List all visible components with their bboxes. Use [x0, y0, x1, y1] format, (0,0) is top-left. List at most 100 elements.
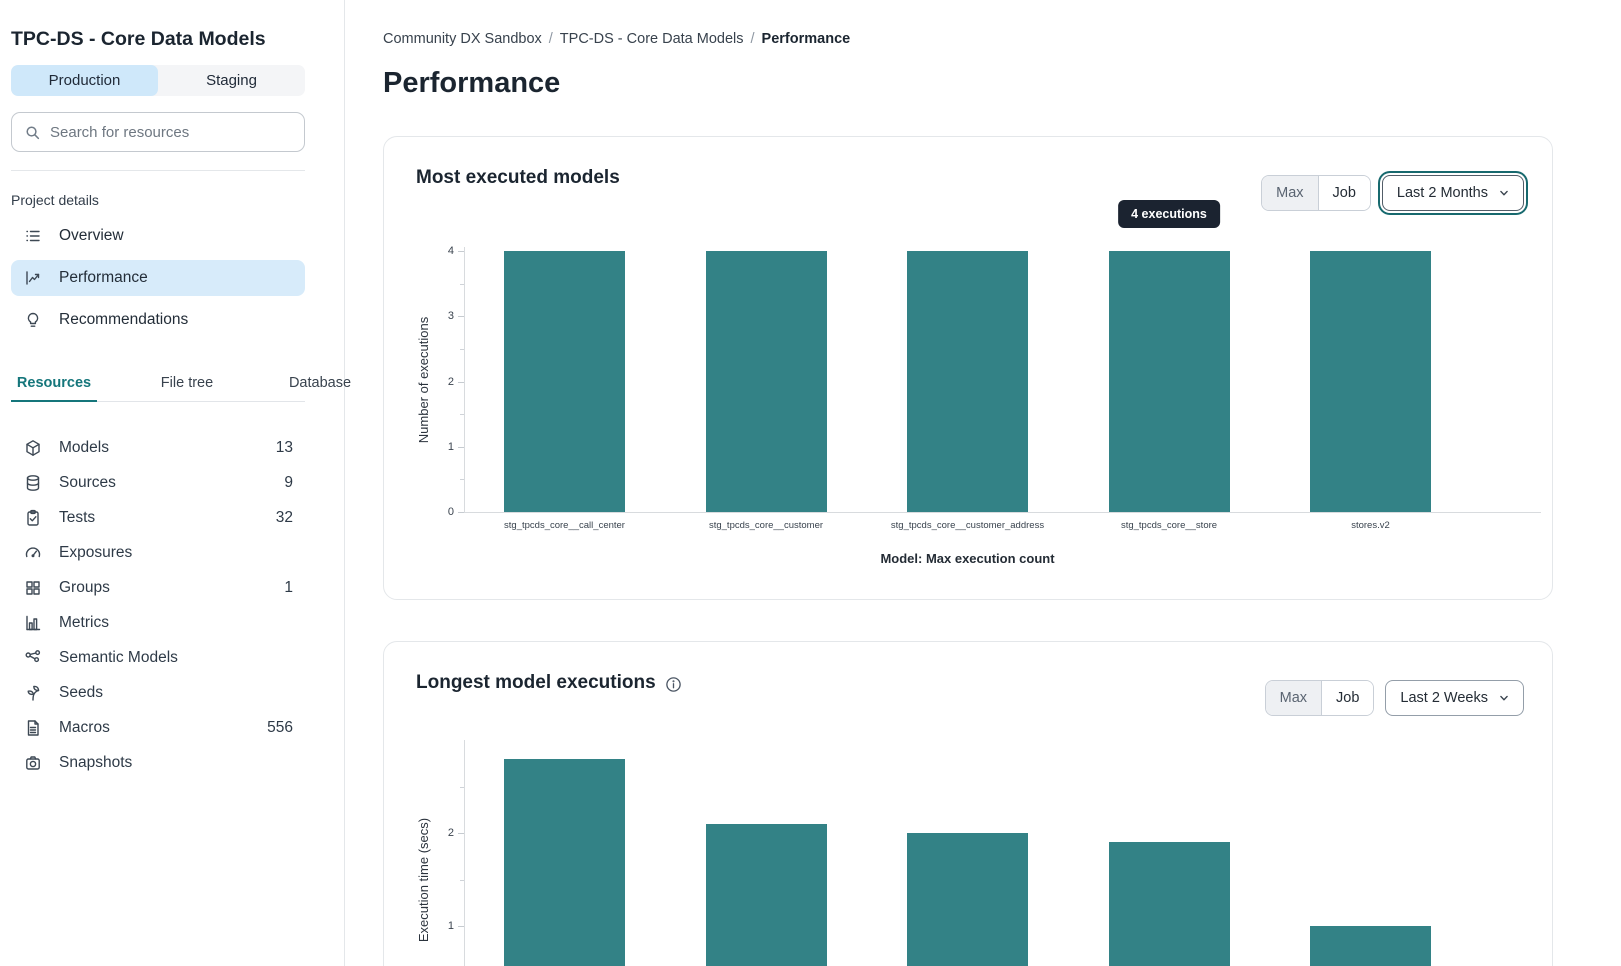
- performance-chart-icon: [24, 269, 42, 287]
- chart-bar[interactable]: [907, 833, 1028, 966]
- resource-label: Semantic Models: [59, 648, 178, 666]
- chart-bar-stg_tpcds_core__store[interactable]: [1108, 251, 1230, 512]
- sidebar-item-overview[interactable]: Overview: [11, 218, 305, 254]
- breadcrumb-separator: /: [548, 31, 553, 47]
- card-controls: Max Job Last 2 Months: [1261, 175, 1524, 211]
- resource-label: Models: [59, 438, 109, 456]
- breadcrumb-item[interactable]: TPC-DS - Core Data Models: [559, 31, 744, 47]
- card-title: Longest model executions: [416, 672, 682, 694]
- chart-bar-stores.v2[interactable]: [1310, 251, 1431, 512]
- y-tick-label: 1: [447, 920, 454, 932]
- y-tick-label: 3: [447, 310, 454, 323]
- card-title-text: Most executed models: [416, 167, 620, 188]
- card-title: Most executed models: [416, 167, 620, 189]
- resource-label: Sources: [59, 473, 116, 491]
- tab-resources[interactable]: Resources: [11, 369, 97, 402]
- x-axis-line: [464, 512, 1541, 513]
- overview-list-icon: [24, 227, 42, 245]
- gauge-icon: [24, 544, 42, 562]
- resource-item-snapshots[interactable]: Snapshots: [11, 750, 305, 775]
- y-tick-label: 4: [447, 245, 454, 257]
- lightbulb-icon: [24, 311, 42, 329]
- env-tab-staging[interactable]: Staging: [158, 65, 305, 96]
- resource-item-metrics[interactable]: Metrics: [11, 610, 305, 635]
- y-axis-line: [464, 740, 465, 966]
- toggle-max-button[interactable]: Max: [1265, 681, 1323, 715]
- breadcrumb-item: Performance: [761, 31, 851, 47]
- y-tick-label: 1: [447, 440, 454, 453]
- chart-bar[interactable]: [504, 758, 625, 966]
- sidebar-item-label: Recommendations: [59, 311, 189, 328]
- resource-label: Groups: [59, 578, 110, 596]
- sidebar: TPC-DS - Core Data Models Production Sta…: [0, 0, 351, 966]
- info-icon[interactable]: [665, 676, 682, 693]
- time-range-dropdown[interactable]: Last 2 Weeks: [1385, 680, 1524, 716]
- resource-item-seeds[interactable]: Seeds: [11, 680, 305, 705]
- chart-bar[interactable]: [1108, 842, 1230, 966]
- most-executed-models-chart: Number of executions 0 1 2 3 4 stg_tpcds_core_…: [384, 137, 1552, 599]
- chart-bar[interactable]: [705, 823, 827, 966]
- resource-item-exposures[interactable]: Exposures: [11, 540, 305, 565]
- resource-item-models[interactable]: Models 13: [11, 435, 305, 460]
- project-details-label: Project details: [11, 192, 99, 208]
- resource-item-macros[interactable]: Macros 556: [11, 715, 305, 740]
- search-box[interactable]: [11, 112, 305, 152]
- search-input[interactable]: [50, 123, 292, 141]
- page-title: Performance: [383, 67, 561, 99]
- y-tick-mark: [458, 833, 464, 834]
- breadcrumb-separator: /: [750, 31, 755, 47]
- chart-bar-stg_tpcds_core__customer_address[interactable]: [907, 251, 1028, 512]
- resource-count: 9: [284, 473, 293, 491]
- database-icon: [24, 474, 42, 492]
- y-tick-label: 0: [447, 506, 454, 518]
- y-minor-tick-mark: [460, 786, 464, 788]
- tab-database[interactable]: Database: [288, 375, 352, 391]
- y-tick-mark: [458, 446, 464, 448]
- resource-label: Exposures: [59, 543, 133, 561]
- resource-list: Models 13 Sources 9 Tests 32 Exposures Groups 1 M…: [11, 435, 305, 775]
- x-category-label: stores.v2: [1351, 520, 1390, 531]
- breadcrumb: Community DX Sandbox / TPC-DS - Core Data …: [383, 31, 1553, 48]
- max-job-toggle: Max Job: [1264, 680, 1375, 716]
- tab-file-tree[interactable]: File tree: [160, 375, 214, 391]
- y-tick-mark: [458, 381, 464, 383]
- resource-item-tests[interactable]: Tests 32: [11, 505, 305, 530]
- resource-label: Snapshots: [59, 753, 133, 771]
- y-minor-tick-mark: [460, 414, 464, 416]
- resource-count: 556: [267, 718, 293, 736]
- search-icon: [26, 125, 40, 139]
- toggle-job-button[interactable]: Job: [1322, 681, 1374, 715]
- resource-item-sources[interactable]: Sources 9: [11, 470, 305, 495]
- y-minor-tick-mark: [460, 283, 464, 285]
- resource-count: 13: [275, 438, 293, 456]
- y-tick-label: 2: [447, 827, 454, 839]
- y-tick-label: 2: [447, 375, 454, 388]
- resource-item-semantic-models[interactable]: Semantic Models: [11, 645, 305, 670]
- chart-bar[interactable]: [1310, 926, 1431, 966]
- sidebar-item-recommendations[interactable]: Recommendations: [11, 302, 305, 338]
- chart-tooltip: 4 executions: [1118, 200, 1220, 228]
- time-range-value: Last 2 Weeks: [1400, 690, 1488, 706]
- resource-label: Macros: [59, 718, 110, 736]
- resource-item-groups[interactable]: Groups 1: [11, 575, 305, 600]
- x-category-label: stg_tpcds_core__customer: [708, 520, 824, 531]
- x-axis-caption: Model: Max execution count: [880, 551, 1055, 566]
- y-tick-mark: [458, 512, 464, 513]
- toggle-job-button[interactable]: Job: [1318, 176, 1370, 210]
- document-icon: [24, 719, 42, 737]
- resource-count: 32: [275, 508, 293, 526]
- y-minor-tick-mark: [460, 879, 464, 881]
- sidebar-item-performance[interactable]: Performance: [11, 260, 305, 296]
- breadcrumb-item[interactable]: Community DX Sandbox: [383, 31, 542, 47]
- time-range-dropdown[interactable]: Last 2 Months: [1381, 175, 1524, 211]
- env-tab-production[interactable]: Production: [11, 65, 158, 96]
- chart-bar-stg_tpcds_core__call_center[interactable]: [504, 251, 625, 512]
- toggle-max-button[interactable]: Max: [1262, 176, 1319, 210]
- y-axis-line: [464, 247, 465, 512]
- sidebar-divider: [11, 170, 305, 171]
- main-content: Community DX Sandbox / TPC-DS - Core Data …: [345, 0, 1621, 966]
- environment-switcher: Production Staging: [11, 65, 305, 96]
- chart-bar-stg_tpcds_core__customer[interactable]: [705, 251, 827, 512]
- resource-label: Metrics: [59, 613, 109, 631]
